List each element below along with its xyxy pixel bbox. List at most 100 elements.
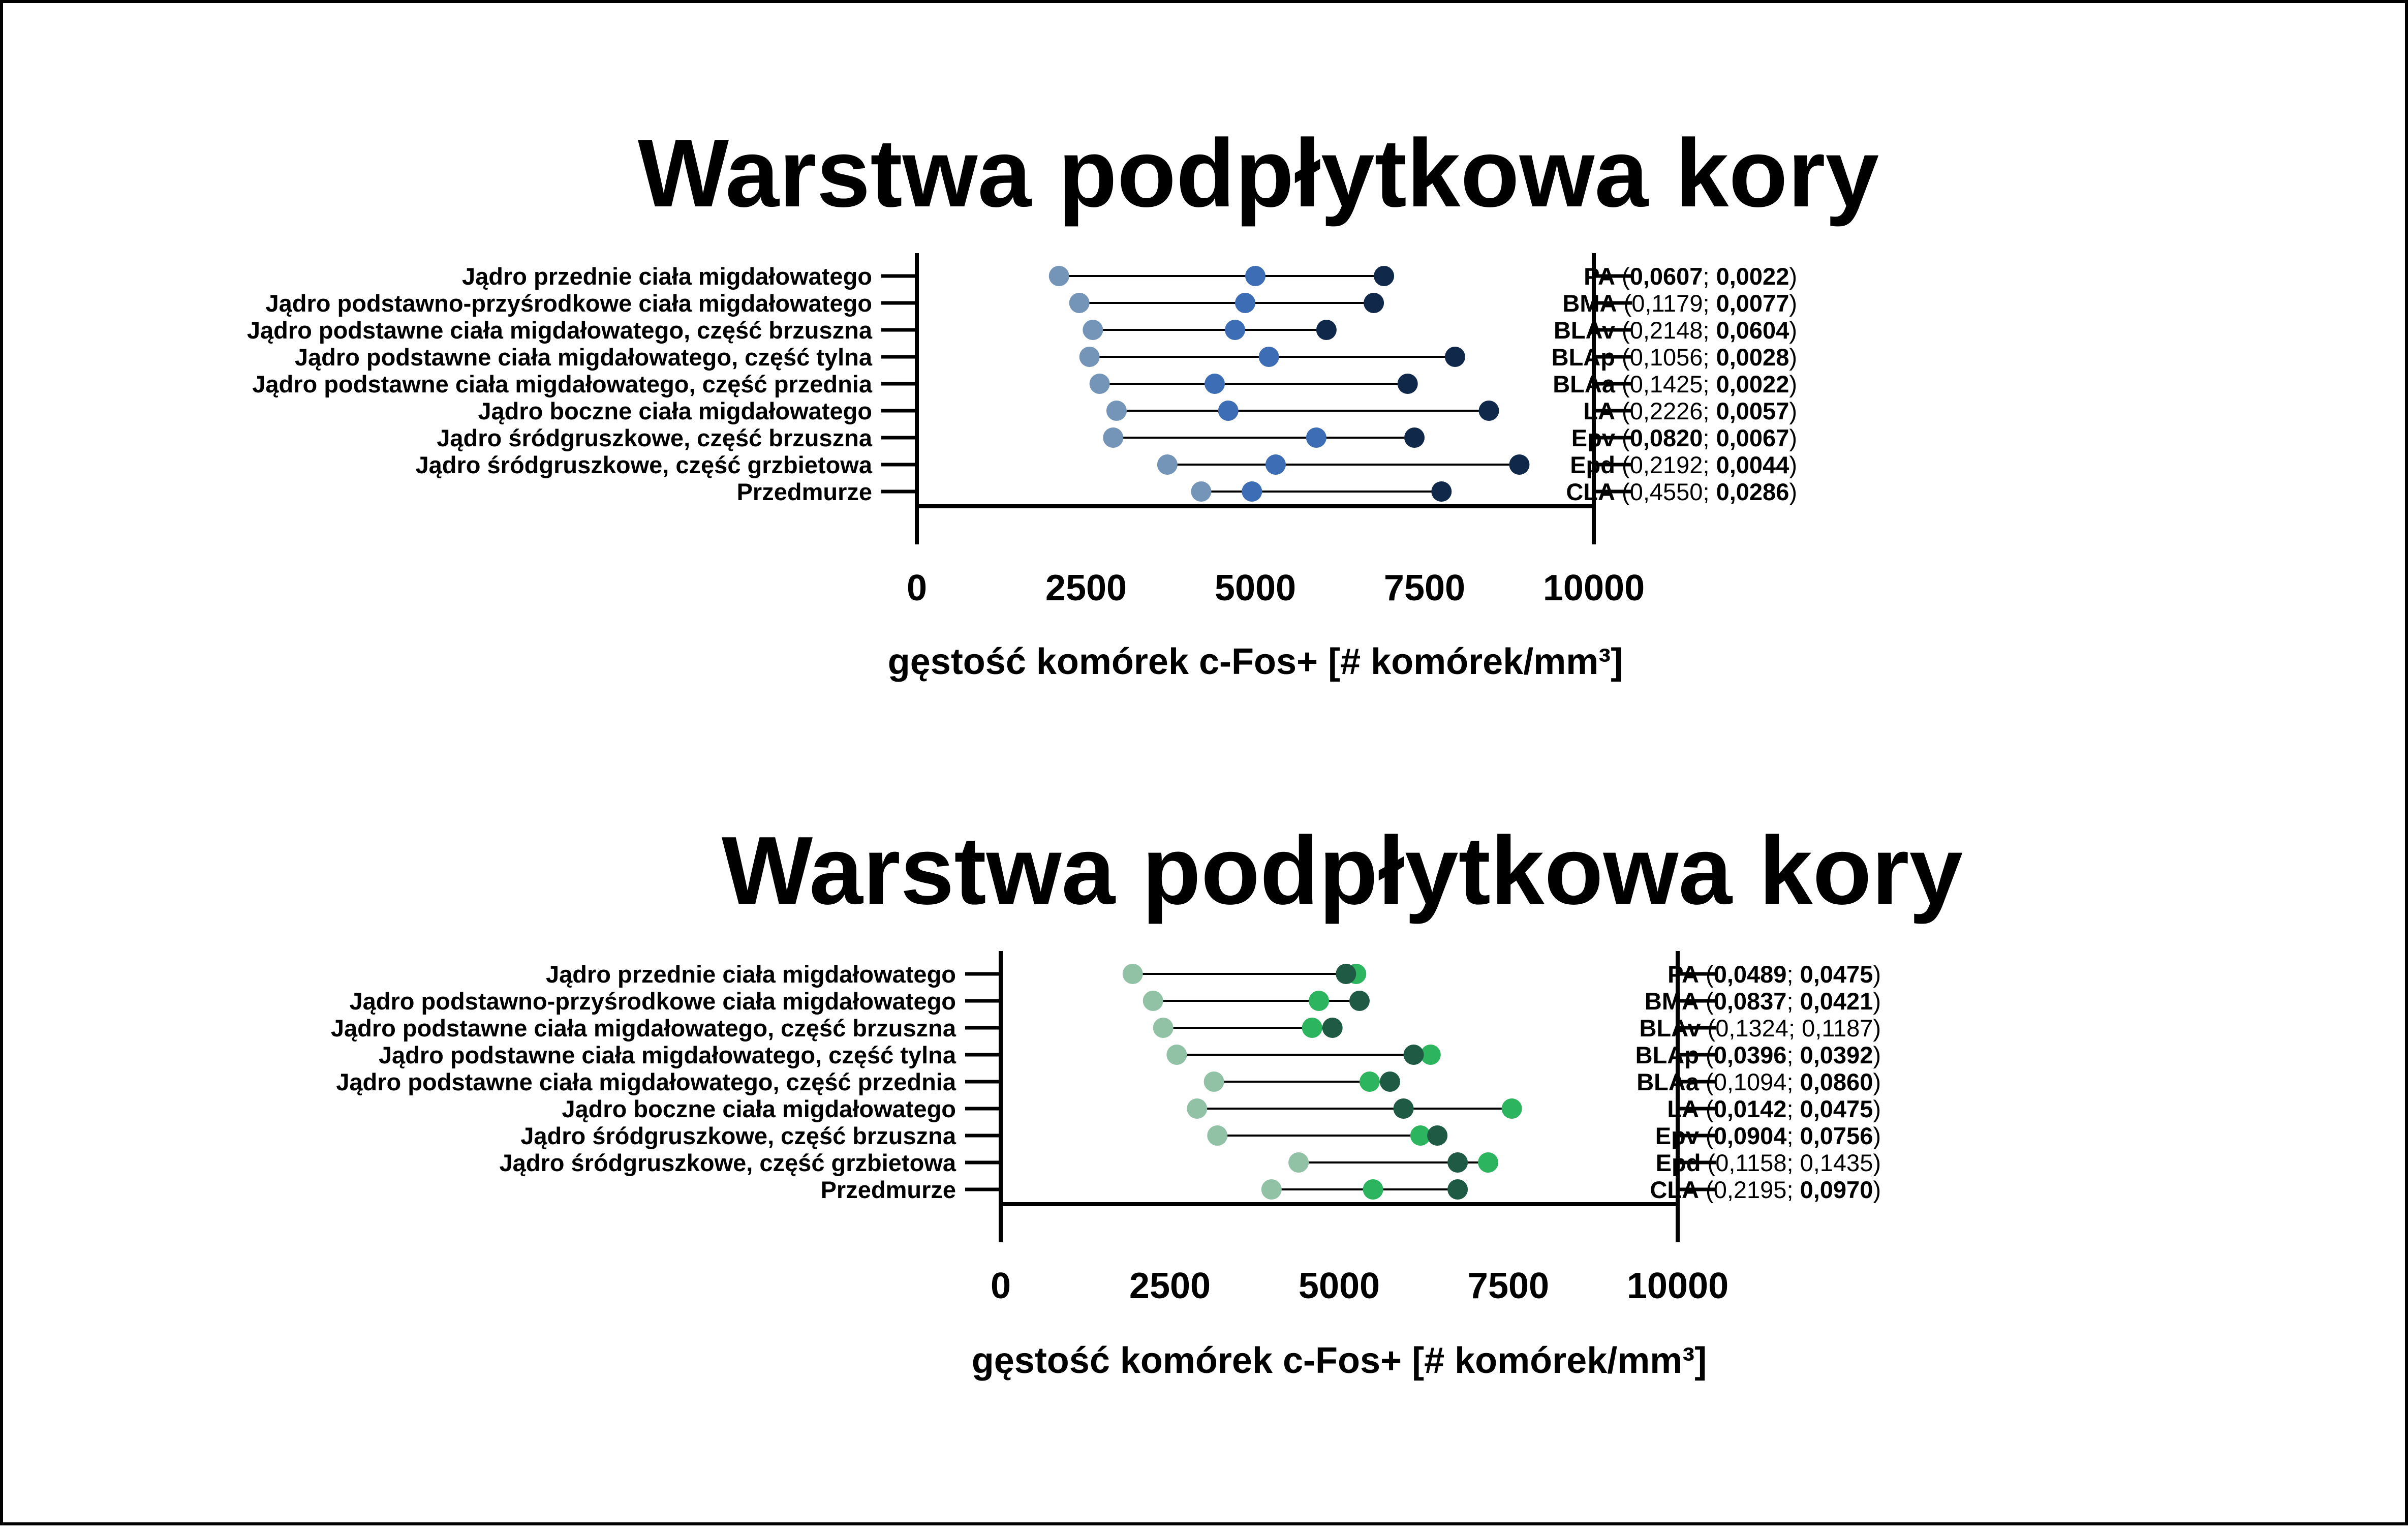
region-stats-part: 0,0044: [1716, 451, 1789, 478]
region-stats-part: PA: [1584, 263, 1615, 290]
region-stats-part: CLA: [1650, 1176, 1699, 1203]
region-stats-part: BLAa: [1637, 1068, 1700, 1095]
data-point: [1349, 991, 1370, 1011]
region-stats-part: LA: [1583, 397, 1615, 424]
region-stats-label: CLA (0,4550; 0,0286): [1566, 478, 1797, 505]
region-stats-part: ;: [1703, 344, 1716, 371]
region-stats-part: ;: [1703, 290, 1716, 317]
region-stats-label: PA (0,0489; 0,0475): [1668, 961, 1881, 988]
category-label: Jądro śródgruszkowe, część brzuszna: [437, 424, 873, 451]
data-point: [1205, 374, 1225, 394]
data-point: [1363, 1179, 1383, 1200]
region-stats-part: ): [1873, 1149, 1881, 1176]
region-stats-part: ;: [1786, 1122, 1800, 1149]
region-stats-part: ;: [1786, 1068, 1800, 1095]
region-stats-part: (: [1701, 1015, 1715, 1042]
data-point: [1397, 374, 1418, 394]
region-stats-part: 0,1158: [1715, 1149, 1786, 1176]
category-label: Jądro podstawne ciała migdałowatego, czę…: [331, 1015, 956, 1042]
region-stats-part: 0,0604: [1716, 317, 1789, 344]
data-point: [1302, 1018, 1322, 1038]
data-point: [1258, 347, 1279, 367]
data-point: [1316, 320, 1337, 340]
region-stats-part: CLA: [1566, 478, 1615, 505]
region-stats-part: (: [1699, 1042, 1714, 1068]
region-stats-part: ): [1789, 344, 1797, 371]
region-stats-label: BLAa (0,1094; 0,0860): [1637, 1068, 1881, 1095]
data-point: [1410, 1125, 1431, 1146]
region-stats-label: Epd (0,1158; 0,1435): [1656, 1149, 1881, 1176]
region-stats-part: ): [1789, 317, 1797, 344]
region-stats-part: ;: [1786, 1042, 1800, 1068]
data-point: [1079, 347, 1100, 367]
region-stats-part: (: [1699, 1095, 1714, 1122]
category-label: Jądro podstawne ciała migdałowatego, czę…: [336, 1068, 956, 1095]
region-stats-part: (: [1615, 424, 1630, 451]
region-stats-part: (: [1615, 451, 1630, 478]
data-point: [1187, 1098, 1208, 1119]
data-point: [1218, 401, 1239, 421]
category-label: Jądro podstawne ciała migdałowatego, czę…: [379, 1042, 956, 1068]
region-stats-part: BMA: [1645, 988, 1699, 1015]
region-stats-part: 0,1094: [1714, 1068, 1787, 1095]
region-stats-part: 0,0607: [1630, 263, 1703, 290]
x-tick-label: 2500: [1045, 568, 1127, 608]
region-stats-label: Epv (0,0820; 0,0067): [1571, 424, 1797, 451]
chart-title: Warstwa podpłytkowa kory: [722, 817, 1963, 925]
data-point: [1103, 427, 1124, 448]
region-stats-part: ;: [1703, 371, 1716, 397]
region-stats-part: 0,0077: [1716, 290, 1789, 317]
region-stats-part: ;: [1703, 478, 1716, 505]
x-tick-label: 0: [991, 1266, 1011, 1306]
region-stats-part: ;: [1703, 317, 1716, 344]
chart-panel-bottom: Warstwa podpłytkowa kory 0 2500 5000 7500 100…: [331, 817, 1963, 1381]
data-point: [1122, 964, 1143, 984]
region-stats-part: 0,0392: [1800, 1042, 1873, 1068]
region-stats-part: ;: [1786, 988, 1800, 1015]
category-label: Jądro przednie ciała migdałowatego: [546, 961, 956, 988]
data-point: [1261, 1179, 1282, 1200]
data-point: [1069, 293, 1090, 313]
region-stats-part: ): [1873, 1042, 1881, 1068]
data-point: [1509, 454, 1530, 475]
region-stats-part: 0,1425: [1630, 371, 1703, 397]
category-label: Przedmurze: [737, 478, 872, 505]
x-tick-label: 7500: [1384, 568, 1465, 608]
region-stats-part: (: [1699, 1122, 1714, 1149]
region-stats-label: BLAv (0,2148; 0,0604): [1554, 317, 1797, 344]
region-stats-part: ): [1789, 397, 1797, 424]
region-stats-part: 0,1056: [1630, 344, 1703, 371]
category-label: Jądro boczne ciała migdałowatego: [478, 397, 872, 424]
region-stats-part: 0,0396: [1714, 1042, 1787, 1068]
data-point: [1153, 1018, 1174, 1038]
region-stats-part: 0,0421: [1800, 988, 1873, 1015]
x-tick-label: 0: [907, 568, 927, 608]
region-stats-label: BLAp (0,0396; 0,0392): [1635, 1042, 1881, 1068]
region-stats-part: 0,0475: [1800, 961, 1873, 988]
region-stats-part: (: [1699, 1068, 1714, 1095]
data-point: [1242, 481, 1262, 502]
x-tick-label: 5000: [1215, 568, 1296, 608]
data-point: [1166, 1045, 1187, 1065]
data-point: [1379, 1071, 1400, 1092]
x-tick-label: 5000: [1299, 1266, 1380, 1306]
x-tick-label: 7500: [1468, 1266, 1549, 1306]
category-label: Jądro przednie ciała migdałowatego: [462, 263, 872, 290]
data-point: [1235, 293, 1256, 313]
region-stats-part: (: [1615, 397, 1630, 424]
region-stats-part: (: [1615, 317, 1630, 344]
region-stats-part: (: [1615, 371, 1630, 397]
data-point: [1157, 454, 1178, 475]
region-stats-part: BLAp: [1552, 344, 1615, 371]
region-stats-part: 0,2148: [1630, 317, 1703, 344]
x-axis-title: gęstość komórek c-Fos+ [# komórek/mm³]: [972, 1340, 1707, 1381]
region-stats-label: Epd (0,2192; 0,0044): [1570, 451, 1797, 478]
category-label: Jądro śródgruszkowe, część grzbietowa: [500, 1149, 956, 1176]
region-stats-part: ): [1789, 290, 1797, 317]
data-point: [1336, 964, 1356, 984]
data-point: [1225, 320, 1246, 340]
category-label: Jądro podstawno-przyśrodkowe ciała migda…: [350, 988, 956, 1015]
region-stats-part: 0,1187: [1802, 1015, 1873, 1042]
region-stats-part: 0,2192: [1630, 451, 1703, 478]
